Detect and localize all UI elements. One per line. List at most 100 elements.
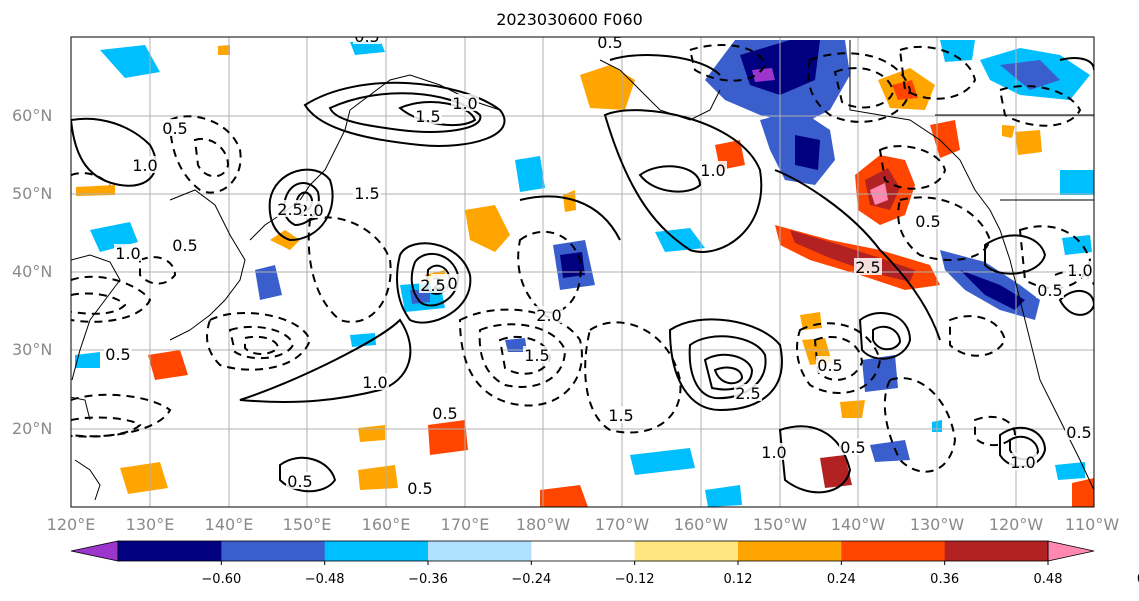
contour-label-background (914, 212, 942, 229)
contour-label: 2.5 (420, 276, 445, 295)
colorbar-extension-low (70, 540, 119, 562)
shaded-anomaly-field (75, 40, 1094, 507)
contour-label: 1.5 (354, 184, 379, 203)
longitude-label: 120°W (988, 515, 1044, 534)
longitude-label: 120°E (46, 515, 96, 534)
contour-label: 1.0 (700, 161, 725, 180)
contour-label-background (699, 161, 727, 178)
longitude-label: 130°W (909, 515, 965, 534)
longitude-label: 150°W (752, 515, 808, 534)
contour-label-background (276, 200, 304, 217)
contour-label: 0.5 (432, 404, 457, 423)
colorbar-segment (634, 541, 739, 561)
contour-label: 1.0 (1010, 453, 1035, 472)
longitude-label: 140°W (830, 515, 886, 534)
contour-label: 1.0 (362, 373, 387, 392)
contour-label: 1.0 (761, 443, 786, 462)
contour-label: 1.0 (132, 156, 157, 175)
colorbar-tick-label: 0.60 (1137, 572, 1139, 587)
latitude-label: 60°N (12, 106, 53, 125)
contour-label-background (760, 443, 788, 460)
longitude-label: 130°E (125, 515, 175, 534)
contour-label-background (353, 184, 381, 201)
colorbar-frame (117, 540, 1049, 562)
contour-label: 0.5 (162, 119, 187, 138)
contour-label-background (104, 345, 132, 362)
contour-label: 0.5 (407, 479, 432, 498)
contour-label-background (1009, 453, 1037, 470)
contour-label: 0.5 (1037, 281, 1062, 300)
contour-label: 2.5 (855, 258, 880, 277)
contour-label-background (1036, 281, 1064, 298)
contour-label: 0.5 (287, 472, 312, 491)
contour-label: 2.5 (277, 200, 302, 219)
contour-label-background (131, 156, 159, 173)
longitude-label: 140°E (204, 515, 254, 534)
contour-label: 0.5 (172, 236, 197, 255)
colorbar-segment (944, 541, 1049, 561)
contour-label: 1.5 (415, 107, 440, 126)
latitude-label: 50°N (12, 184, 53, 203)
colorbar-extension-high (1047, 540, 1095, 562)
colorbar-tick-label: 0.36 (930, 572, 960, 587)
colorbar-tick-label: −0.60 (201, 572, 242, 587)
contour-label: 2.5 (735, 384, 760, 403)
longitude-label: 150°E (282, 515, 332, 534)
contour-label-background (161, 119, 189, 136)
contour-label: 1.0 (1067, 261, 1092, 280)
contour-label-background (286, 472, 314, 489)
contour-lines (71, 44, 1094, 494)
contour-label: 0.5 (597, 33, 622, 52)
contour-label-background (361, 373, 389, 390)
contour-label: 0.5 (840, 438, 865, 457)
colorbar-segment (324, 541, 429, 561)
latitude-label: 30°N (12, 340, 53, 359)
contour-label: 0.5 (817, 356, 842, 375)
contour-label-background (1065, 423, 1093, 440)
contour-label-background (839, 438, 867, 455)
contour-label-background (451, 94, 479, 111)
colorbar-tick-label: −0.24 (511, 572, 552, 587)
longitude-label: 160°W (673, 515, 729, 534)
latitude-label: 40°N (12, 262, 53, 281)
longitude-label: 180°W (515, 515, 571, 534)
contour-label-background (419, 276, 447, 293)
contour-label-background (607, 406, 635, 423)
contour-label-background (431, 404, 459, 421)
colorbar-tick-label: 0.12 (723, 572, 753, 587)
colorbar-segment (221, 541, 326, 561)
longitude-label: 110°W (1064, 515, 1120, 534)
colorbar (70, 540, 1095, 565)
contour-label-background (414, 107, 442, 124)
longitude-label: 160°E (361, 515, 411, 534)
contour-label: 2.0 (536, 306, 561, 325)
colorbar-segment (531, 541, 636, 561)
contour-label-background (535, 306, 563, 323)
lat-lon-grid (71, 37, 1094, 507)
map-frame (70, 36, 1095, 508)
colorbar-tick-label: −0.12 (614, 572, 655, 587)
colorbar-tick-label: −0.48 (304, 572, 345, 587)
map-plot-area: 1.00.51.52.02.50.51.01.50.52.02.50.51.01… (71, 33, 1094, 507)
longitude-label: 170°W (594, 515, 650, 534)
contour-label: 1.0 (115, 244, 140, 263)
contour-label-background (854, 258, 882, 275)
colorbar-tick-label: 0.24 (826, 572, 856, 587)
contour-label: 0.5 (105, 345, 130, 364)
contour-label-background (734, 384, 762, 401)
contour-label-background (406, 479, 434, 496)
colorbar-segment (428, 541, 532, 561)
contour-labels: 1.00.51.52.02.50.51.01.50.52.02.50.51.01… (104, 33, 1094, 498)
contour-label-background (114, 244, 142, 261)
map-title: 2023030600 F060 (496, 10, 643, 29)
colorbar-segment (841, 541, 946, 561)
colorbar-tick-label: 0.48 (1033, 572, 1063, 587)
contour-label-background (523, 346, 551, 363)
colorbar-tick-label: −0.36 (408, 572, 448, 587)
contour-label-background (171, 236, 199, 253)
colorbar-segment (738, 541, 842, 561)
contour-label: 1.5 (524, 346, 549, 365)
contour-label: 1.5 (608, 406, 633, 425)
contour-label-background (1066, 261, 1094, 278)
